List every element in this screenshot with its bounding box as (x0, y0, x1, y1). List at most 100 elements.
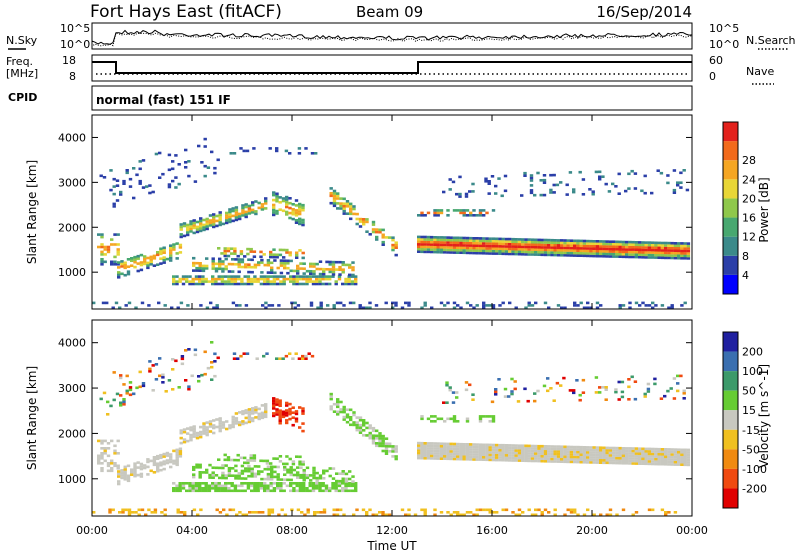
heatmap-cell (621, 459, 626, 463)
heatmap-cell (163, 508, 167, 512)
heatmap-cell (501, 245, 505, 248)
heatmap-cell (654, 246, 658, 249)
heatmap-cell (352, 423, 356, 427)
heatmap-cell (605, 513, 609, 517)
heatmap-cell (504, 446, 509, 450)
heatmap-cell (617, 172, 621, 176)
heatmap-cell (682, 397, 686, 400)
heatmap-cell (498, 247, 502, 251)
heatmap-cell (654, 452, 658, 456)
heatmap-cell (192, 231, 196, 235)
heatmap-cell (550, 246, 554, 249)
heatmap-cell (617, 398, 621, 401)
heatmap-cell (352, 207, 356, 211)
heatmap-cell (566, 455, 570, 459)
heatmap-cell (686, 458, 691, 462)
heatmap-cell (566, 458, 570, 461)
heatmap-cell (608, 456, 613, 460)
heatmap-cell (582, 249, 587, 253)
heatmap-cell (654, 251, 658, 254)
heatmap-cell (193, 348, 198, 352)
heatmap-cell (641, 450, 645, 453)
heatmap-cell (459, 450, 463, 453)
heatmap-cell (312, 466, 316, 470)
heatmap-cell (132, 196, 136, 200)
heatmap-cell (256, 482, 260, 485)
heatmap-cell (670, 244, 674, 247)
heatmap-cell (181, 275, 186, 278)
heatmap-cell (617, 380, 621, 384)
heatmap-cell (511, 511, 515, 514)
heatmap-cell (430, 452, 434, 455)
heatmap-cell (186, 432, 190, 435)
heatmap-cell (272, 404, 276, 408)
heatmap-cell (201, 277, 205, 281)
heatmap-cell (240, 489, 244, 493)
heatmap-cell (246, 459, 250, 462)
heatmap-cell (569, 455, 574, 459)
heatmap-cell (482, 455, 486, 459)
heatmap-cell (238, 411, 242, 414)
heatmap-cell (125, 171, 129, 175)
heatmap-cell (252, 255, 257, 258)
heatmap-cell (381, 236, 385, 239)
heatmap-cell (628, 452, 632, 455)
heatmap-cell (647, 304, 652, 307)
heatmap-cell (100, 467, 104, 470)
heatmap-cell (151, 190, 155, 194)
heatmap-cell (524, 245, 528, 249)
heatmap-cell (309, 270, 313, 273)
heatmap-cell (469, 448, 473, 451)
heatmap-cell (246, 282, 251, 286)
heatmap-cell (224, 265, 228, 268)
heatmap-cell (338, 260, 342, 264)
heatmap-cell (250, 484, 254, 488)
heatmap-cell (426, 248, 431, 251)
colorbar-tick-label: 8 (742, 250, 749, 263)
y-tick-label: 1000 (58, 473, 86, 486)
heatmap-cell (264, 408, 268, 411)
heatmap-cell (527, 444, 531, 448)
heatmap-cell (482, 508, 486, 512)
heatmap-cell (631, 454, 635, 458)
heatmap-cell (605, 250, 609, 253)
heatmap-cell (116, 452, 120, 455)
heatmap-cell (298, 275, 303, 278)
heatmap-cell (582, 242, 587, 245)
heatmap-cell (465, 448, 470, 451)
heatmap-cell (569, 251, 574, 255)
heatmap-cell (627, 385, 631, 389)
heatmap-cell (341, 477, 345, 481)
heatmap-cell (672, 191, 677, 194)
heatmap-cell (253, 275, 257, 278)
heatmap-cell (182, 222, 187, 225)
heatmap-cell (660, 462, 665, 466)
heatmap-cell (682, 169, 686, 172)
heatmap-cell (291, 208, 295, 211)
heatmap-cell (224, 257, 228, 261)
heatmap-cell (198, 476, 202, 479)
heatmap-cell (241, 204, 245, 207)
heatmap-cell (631, 248, 635, 251)
heatmap-cell (199, 227, 203, 230)
heatmap-cell (615, 459, 619, 462)
heatmap-cell (306, 508, 310, 512)
heatmap-cell (278, 357, 282, 360)
heatmap-cell (148, 184, 152, 187)
noise-sky-trace (91, 29, 693, 45)
heatmap-cell (552, 191, 556, 194)
heatmap-cell (664, 460, 668, 464)
heatmap-cell (420, 235, 424, 239)
heatmap-cell (575, 379, 579, 382)
heatmap-cell (279, 280, 283, 283)
heatmap-cell (594, 170, 599, 174)
heatmap-cell (576, 247, 580, 250)
heatmap-cell (110, 459, 114, 463)
heatmap-cell (618, 255, 622, 258)
heatmap-cell (152, 456, 157, 459)
heatmap-cell (233, 249, 237, 253)
heatmap-cell (126, 474, 131, 478)
heatmap-cell (211, 482, 215, 485)
heatmap-cell (205, 220, 209, 223)
heatmap-cell (417, 235, 421, 239)
